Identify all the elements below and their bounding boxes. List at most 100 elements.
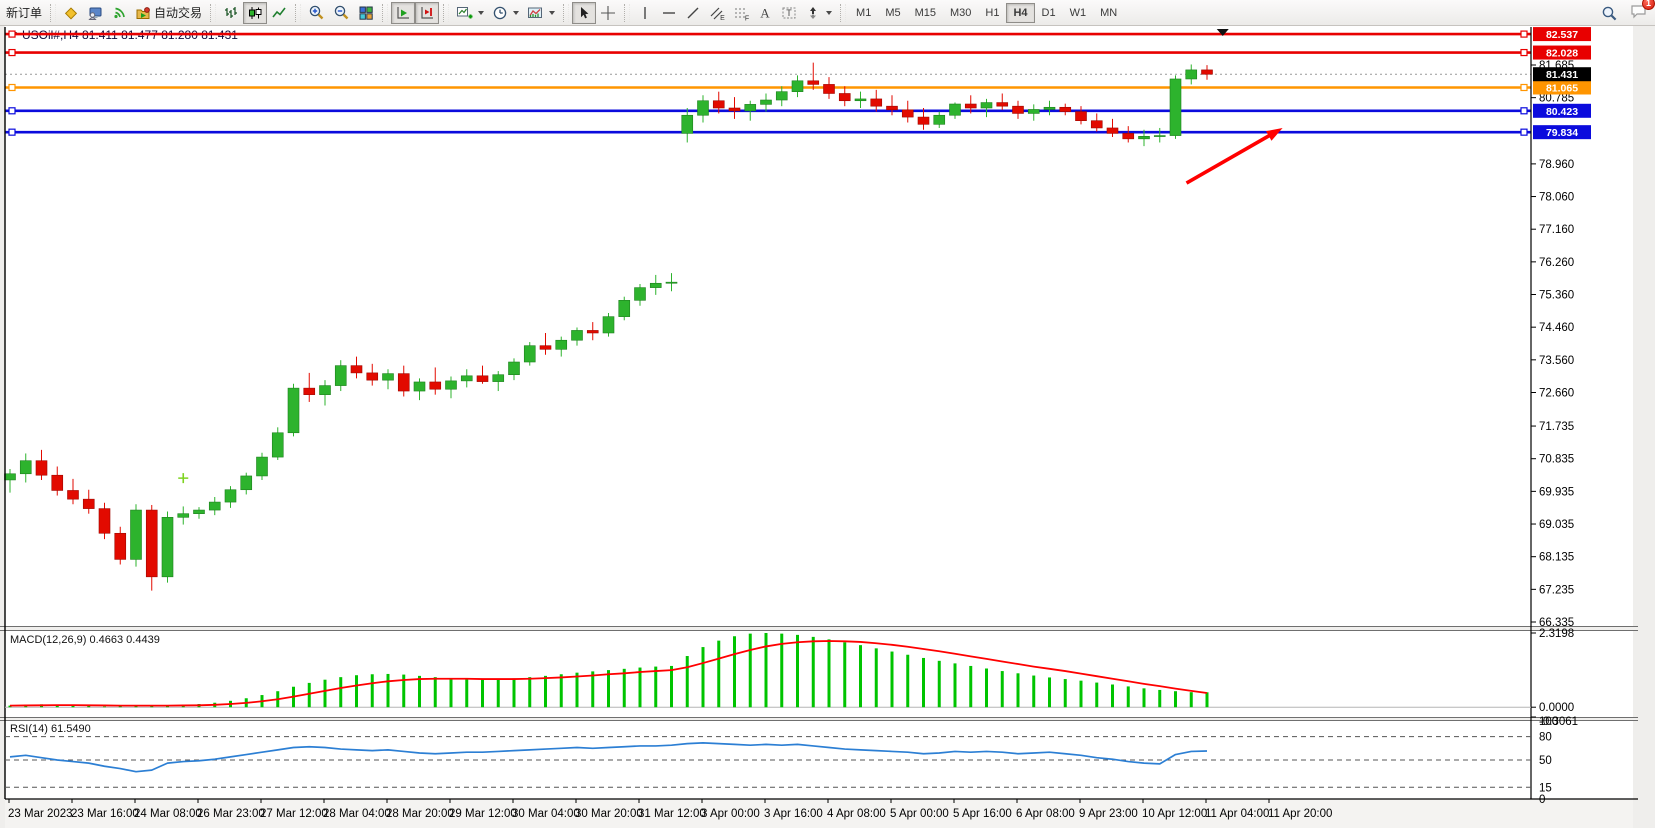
vertical-line-tool-button[interactable] bbox=[633, 2, 657, 24]
line-handle bbox=[1520, 107, 1528, 115]
navigator-button[interactable] bbox=[83, 2, 107, 24]
time-axis-label: 30 Mar 20:00 bbox=[575, 808, 643, 820]
time-axis-label: 23 Mar 16:00 bbox=[71, 808, 139, 820]
autotrade-button[interactable]: 自动交易 bbox=[131, 2, 206, 24]
price-badge-label: 79.834 bbox=[1546, 127, 1578, 139]
period-button[interactable] bbox=[488, 2, 523, 24]
cursor-tool-button[interactable] bbox=[572, 1, 597, 24]
time-axis-label: 11 Apr 20:00 bbox=[1268, 808, 1332, 820]
pane-separator-fill bbox=[0, 718, 1638, 720]
line-handle bbox=[1520, 128, 1528, 136]
timeframe-m15-button[interactable]: M15 bbox=[908, 3, 943, 23]
line-handle bbox=[1520, 48, 1528, 57]
time-axis-label: 5 Apr 00:00 bbox=[890, 808, 949, 820]
market-watch-button[interactable] bbox=[59, 2, 83, 24]
price-axis-label: 68.135 bbox=[1539, 552, 1574, 564]
price-axis-label: 80.785 bbox=[1539, 93, 1574, 105]
chart-background bbox=[5, 26, 1633, 799]
price-axis-label: 69.035 bbox=[1539, 519, 1574, 531]
plus-marker bbox=[178, 473, 189, 484]
line-chart-icon bbox=[271, 5, 287, 21]
chart-shift-button[interactable] bbox=[415, 1, 440, 24]
line-handle bbox=[8, 48, 16, 57]
timeframe-group: M1 M5 M15 M30 H1 H4 D1 W1 MN bbox=[849, 2, 1124, 23]
toolbar-gripper bbox=[382, 3, 389, 22]
tile-windows-button[interactable] bbox=[354, 2, 378, 24]
autotrade-icon bbox=[135, 5, 151, 21]
timeframe-h1-button[interactable]: H1 bbox=[978, 3, 1006, 23]
candlestick-series bbox=[4, 62, 1213, 591]
new-chart-button[interactable] bbox=[452, 2, 488, 24]
candlestick-chart-type-button[interactable] bbox=[243, 1, 268, 24]
chart-canvas[interactable]: USOil#,H4 81.411 81.477 81.280 81.43181.… bbox=[0, 26, 1655, 828]
timeframe-mn-button[interactable]: MN bbox=[1093, 3, 1124, 23]
bar-chart-type-button[interactable] bbox=[219, 2, 243, 24]
price-badge-label: 81.431 bbox=[1546, 69, 1578, 81]
line-chart-type-button[interactable] bbox=[267, 2, 291, 24]
auto-scroll-button[interactable] bbox=[391, 1, 416, 24]
time-axis-label: 28 Mar 04:00 bbox=[323, 808, 391, 820]
price-badge bbox=[1533, 67, 1591, 82]
time-axis-label: 11 Apr 04:00 bbox=[1205, 808, 1269, 820]
price-badge bbox=[1533, 45, 1591, 60]
price-badge bbox=[1533, 125, 1591, 140]
trendline-icon bbox=[685, 5, 701, 21]
zoom-out-button[interactable] bbox=[329, 2, 354, 24]
price-badge bbox=[1533, 103, 1591, 118]
chevron-down-icon bbox=[513, 10, 520, 15]
text-label-tool-button[interactable]: T bbox=[777, 2, 801, 24]
timeframe-h4-button[interactable]: H4 bbox=[1006, 2, 1035, 23]
crosshair-icon bbox=[600, 5, 616, 21]
rsi-axis-label: 15 bbox=[1539, 782, 1552, 794]
timeframe-m5-button[interactable]: M5 bbox=[878, 3, 907, 23]
search-button[interactable] bbox=[1597, 2, 1622, 24]
time-axis-label: 4 Apr 08:00 bbox=[827, 808, 886, 820]
horizontal-line-tool-button[interactable] bbox=[657, 2, 681, 24]
signals-button[interactable] bbox=[107, 2, 131, 24]
price-axis-label: 67.235 bbox=[1539, 584, 1574, 596]
svg-text:A: A bbox=[760, 5, 770, 20]
arrows-icon bbox=[805, 5, 821, 21]
timeframe-d1-button[interactable]: D1 bbox=[1035, 3, 1063, 23]
chart-shift-marker bbox=[1216, 29, 1229, 36]
chart-shift-icon bbox=[419, 5, 435, 21]
tile-windows-icon bbox=[358, 5, 374, 21]
time-axis-label: 28 Mar 20:00 bbox=[386, 808, 454, 820]
chart-template-button[interactable] bbox=[523, 2, 559, 24]
notifications-button[interactable]: 1 bbox=[1630, 0, 1655, 25]
horizontal-line-icon bbox=[661, 5, 677, 21]
line-handle bbox=[8, 83, 16, 92]
candlestick-chart-icon bbox=[247, 5, 263, 21]
price-axis-label: 73.560 bbox=[1539, 355, 1574, 367]
toolbar-right: 1 bbox=[1597, 0, 1655, 26]
notification-badge: 1 bbox=[1642, 0, 1655, 10]
new-order-button[interactable]: 新订单 bbox=[2, 2, 46, 24]
fibonacci-tool-button[interactable]: F bbox=[729, 2, 753, 24]
price-axis-label: 66.335 bbox=[1539, 617, 1574, 629]
fibonacci-icon: F bbox=[733, 5, 749, 21]
rsi-axis-label: 100 bbox=[1539, 716, 1558, 728]
toolbar-gripper bbox=[840, 3, 847, 22]
vertical-line-icon bbox=[638, 5, 652, 21]
time-axis-label: 31 Mar 12:00 bbox=[638, 808, 706, 820]
price-axis-label: 76.260 bbox=[1539, 257, 1574, 269]
equidistant-channel-tool-button[interactable]: E bbox=[705, 2, 729, 24]
rsi-pane-label: RSI(14) 61.5490 bbox=[10, 723, 91, 735]
time-axis-label: 3 Apr 16:00 bbox=[764, 808, 823, 820]
crosshair-tool-button[interactable] bbox=[596, 2, 620, 24]
timeframe-w1-button[interactable]: W1 bbox=[1063, 3, 1094, 23]
price-badge bbox=[1533, 27, 1591, 42]
zoom-in-icon bbox=[308, 4, 325, 21]
text-tool-button[interactable]: A bbox=[753, 2, 777, 24]
timeframe-m30-button[interactable]: M30 bbox=[943, 3, 978, 23]
timeframe-m1-button[interactable]: M1 bbox=[849, 3, 878, 23]
annotation-arrow bbox=[1185, 132, 1274, 185]
time-axis-label: 3 Apr 00:00 bbox=[701, 808, 760, 820]
trendline-tool-button[interactable] bbox=[681, 2, 705, 24]
bar-chart-icon bbox=[223, 5, 239, 21]
macd-pane-label: MACD(12,26,9) 0.4663 0.4439 bbox=[10, 634, 160, 646]
zoom-in-button[interactable] bbox=[304, 2, 329, 24]
equidistant-channel-icon: E bbox=[709, 5, 725, 21]
arrows-tool-button[interactable] bbox=[801, 2, 836, 24]
market-watch-icon bbox=[63, 5, 79, 21]
